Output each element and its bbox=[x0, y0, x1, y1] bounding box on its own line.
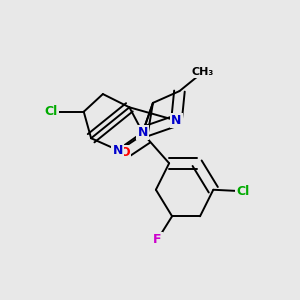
Text: N: N bbox=[112, 143, 123, 157]
Text: O: O bbox=[120, 146, 130, 159]
Text: CH₃: CH₃ bbox=[192, 67, 214, 77]
Text: F: F bbox=[153, 233, 162, 246]
Text: Cl: Cl bbox=[45, 105, 58, 118]
Text: Cl: Cl bbox=[236, 185, 249, 198]
Text: N: N bbox=[137, 126, 148, 139]
Text: N: N bbox=[171, 114, 182, 127]
